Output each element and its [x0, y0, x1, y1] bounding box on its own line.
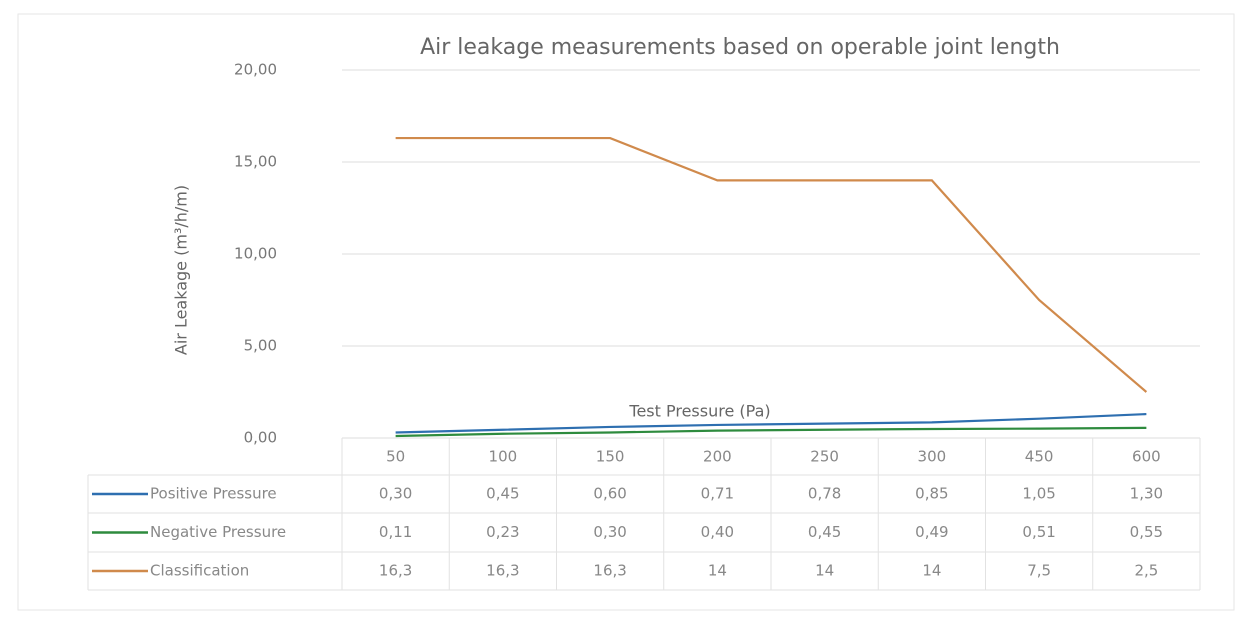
x-tick-label: 150	[596, 448, 625, 466]
chart-frame	[17, 13, 1235, 611]
legend-label: Positive Pressure	[150, 485, 277, 503]
data-label: 2,5	[1134, 562, 1158, 580]
x-tick-label: 300	[918, 448, 947, 466]
data-label: 0,45	[486, 485, 519, 503]
data-label: 7,5	[1027, 562, 1051, 580]
data-label: 0,71	[701, 485, 734, 503]
data-label: 14	[815, 562, 834, 580]
y-tick-label: 10,00	[234, 245, 277, 263]
data-label: 1,05	[1022, 485, 1055, 503]
x-tick-label: 50	[386, 448, 405, 466]
data-label: 0,51	[1022, 523, 1055, 541]
data-label: 0,23	[486, 523, 519, 541]
y-axis-title: Air Leakage (m³/h/m)	[172, 185, 191, 355]
data-label: 16,3	[379, 562, 412, 580]
x-tick-label: 450	[1025, 448, 1054, 466]
legend-label: Classification	[150, 562, 249, 580]
data-label: 0,11	[379, 523, 412, 541]
y-tick-label: 5,00	[244, 337, 277, 355]
data-label: 0,45	[808, 523, 841, 541]
data-label: 16,3	[486, 562, 519, 580]
data-label: 0,78	[808, 485, 841, 503]
chart-title: Air leakage measurements based on operab…	[420, 35, 1060, 60]
series-line	[395, 136, 1148, 393]
x-axis-title: Test Pressure (Pa)	[628, 402, 770, 421]
y-tick-label: 0,00	[244, 429, 277, 447]
data-label: 0,49	[915, 523, 948, 541]
series-line	[395, 426, 1147, 438]
data-label: 0,60	[593, 485, 626, 503]
data-label: 0,85	[915, 485, 948, 503]
legend-label: Negative Pressure	[150, 523, 286, 541]
data-label: 14	[922, 562, 941, 580]
y-tick-label: 15,00	[234, 153, 277, 171]
series-line	[395, 412, 1147, 434]
y-tick-label: 20,00	[234, 61, 277, 79]
data-label: 14	[708, 562, 727, 580]
data-label: 0,30	[593, 523, 626, 541]
data-label: 0,55	[1130, 523, 1163, 541]
x-tick-label: 600	[1132, 448, 1161, 466]
data-label: 0,40	[701, 523, 734, 541]
data-label: 16,3	[593, 562, 626, 580]
data-label: 0,30	[379, 485, 412, 503]
x-tick-label: 250	[810, 448, 839, 466]
data-label: 1,30	[1130, 485, 1163, 503]
x-tick-label: 200	[703, 448, 732, 466]
x-tick-label: 100	[489, 448, 518, 466]
